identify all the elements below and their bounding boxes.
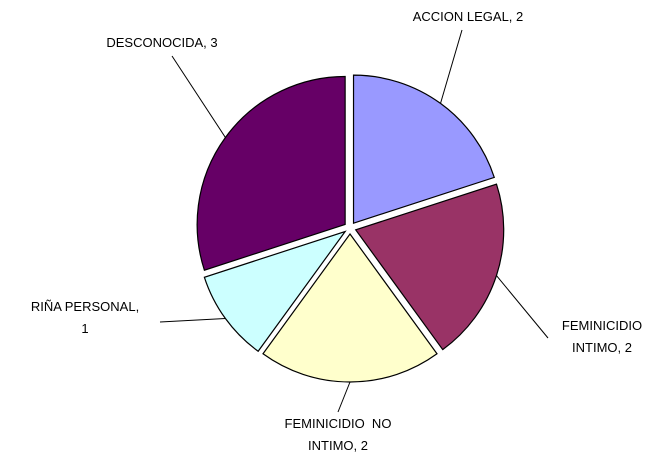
leader-line [496, 275, 549, 339]
data-label: FEMINICIDIO INTIMO, 2 [562, 318, 642, 355]
data-label-line: INTIMO, 2 [572, 340, 632, 355]
pie-slice [352, 74, 496, 224]
data-label: RIÑA PERSONAL, 1 [31, 299, 139, 336]
leader-line [440, 29, 463, 104]
data-label-line: FEMINICIDIO NO [285, 416, 392, 431]
pie-slice [196, 75, 346, 271]
data-label: FEMINICIDIO NO INTIMO, 2 [285, 416, 392, 453]
pie-slice [262, 232, 438, 383]
data-label-line: FEMINICIDIO [562, 318, 642, 333]
data-label: DESCONOCIDA, 3 [106, 35, 217, 50]
pie-slice [354, 183, 505, 351]
pie-slice [203, 230, 347, 353]
data-label-line: RIÑA PERSONAL, [31, 299, 139, 314]
leader-line [171, 55, 226, 138]
data-label: ACCION LEGAL, 2 [413, 9, 524, 24]
data-label-line: ACCION LEGAL, 2 [413, 9, 524, 24]
leader-line [159, 318, 226, 323]
data-label-line: INTIMO, 2 [308, 438, 368, 453]
data-label-line: 1 [81, 321, 88, 336]
leader-line [337, 381, 351, 413]
data-label-line: DESCONOCIDA, 3 [106, 35, 217, 50]
